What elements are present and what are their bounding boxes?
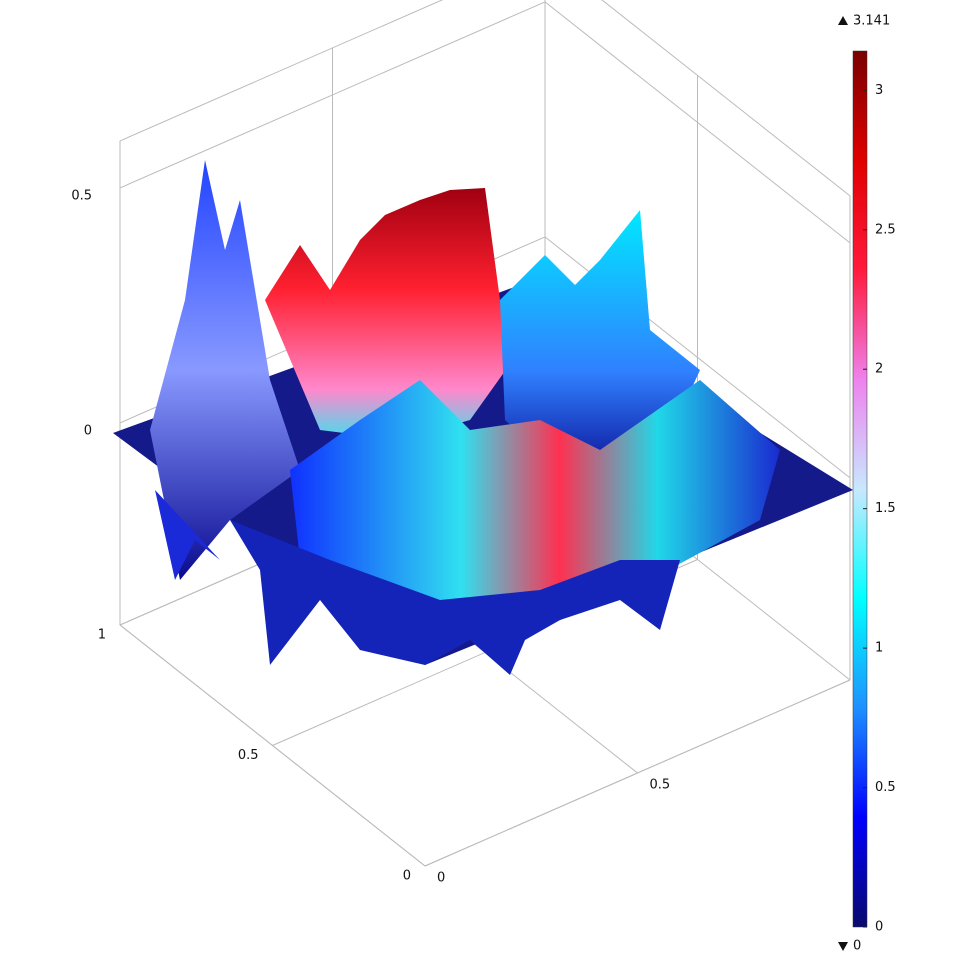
y-tick-label: 0.5 <box>238 748 259 763</box>
surface <box>113 160 853 675</box>
x-tick-label: 0.5 <box>650 778 671 793</box>
colorbar-tick-label: 0 <box>875 920 883 935</box>
axis-line <box>119 0 444 142</box>
surface-ridge <box>230 520 680 675</box>
colorbar <box>852 50 868 928</box>
colorbar-tick-label: 1 <box>875 641 883 656</box>
colorbar-tick-label: 1.5 <box>875 501 896 516</box>
surface-ridge <box>290 380 780 610</box>
x-tick-label: 0 <box>437 871 445 886</box>
surface-ridge <box>155 490 220 580</box>
z-tick-label: 0.5 <box>71 188 92 203</box>
grid-line <box>119 1 546 189</box>
max-marker <box>838 16 848 25</box>
min-marker <box>838 942 848 951</box>
colorbar-min: 0 <box>853 939 861 954</box>
grid-line <box>544 1 851 244</box>
surface-ridge <box>265 188 520 440</box>
colorbar-max: 3.141 <box>853 14 890 29</box>
colorbar-tick-label: 2 <box>875 362 883 377</box>
colorbar-tick-label: 0.5 <box>875 780 896 795</box>
colorbar-tick-label: 2.5 <box>875 222 896 237</box>
y-tick-label: 1 <box>98 628 106 643</box>
axis-line <box>601 0 851 197</box>
z-tick-label: 0 <box>84 423 92 438</box>
grid-line <box>424 679 851 867</box>
axis-ticks: 0 0.5 0 0.5 1 0 0.5 <box>71 188 670 885</box>
surface-ridge <box>500 210 700 480</box>
y-tick-label: 0 <box>403 869 411 884</box>
colorbar-tick-label: 3 <box>875 83 883 98</box>
surface-ridge <box>150 160 300 580</box>
